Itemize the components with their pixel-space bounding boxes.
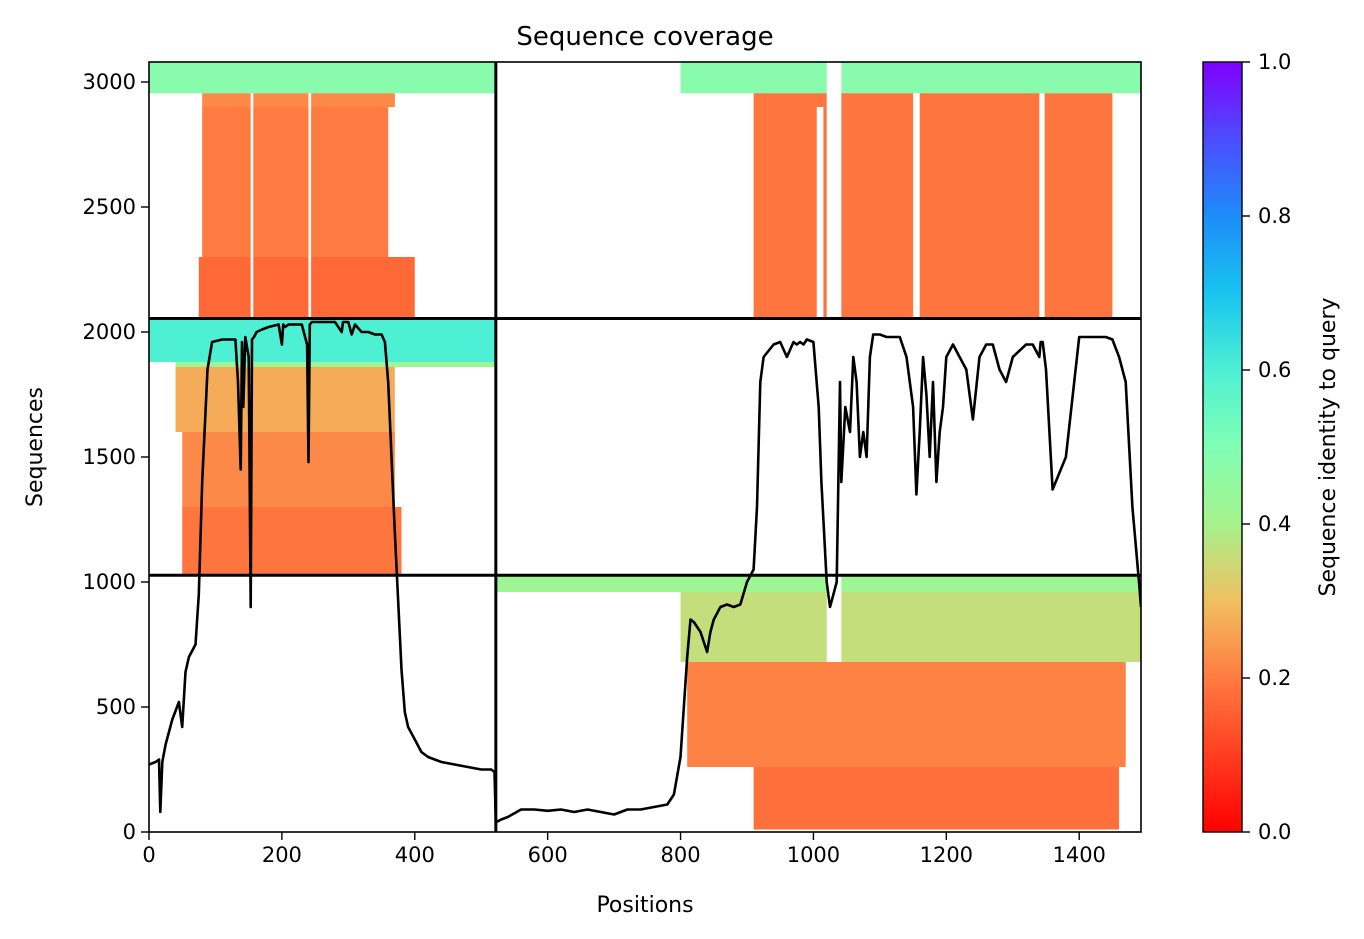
heatmap-block-1 — [680, 62, 1141, 319]
x-tick-label-7: 1400 — [1052, 843, 1105, 867]
heatmap-band-0-1 — [202, 93, 395, 107]
colorbar-ticks: 0.0 0.2 0.4 0.6 0.8 1.0 — [1242, 50, 1291, 844]
colorbar: 0.0 0.2 0.4 0.6 0.8 1.0 Sequence identity to … — [1202, 50, 1341, 844]
heatmap-band-2-1 — [175, 362, 496, 367]
y-tick-label-1: 500 — [96, 695, 136, 719]
heatmap-block-2 — [149, 318, 496, 576]
heatmap-band-3-0 — [494, 575, 1141, 592]
heatmap-band-1-1 — [753, 93, 1113, 319]
heatmap-band-2-3 — [182, 432, 395, 507]
chart-title: Sequence coverage — [516, 22, 773, 52]
plot-frame — [148, 61, 1142, 833]
heatmap-band-3-1 — [680, 592, 1141, 662]
coverage-gap-3 — [1039, 93, 1045, 319]
heatmap-band-3-2 — [687, 662, 1126, 767]
heatmap-band-2-4 — [182, 507, 402, 576]
chain-boundaries — [149, 62, 1141, 832]
plot-area — [149, 62, 1141, 832]
colorbar-tick-label-1: 0.2 — [1258, 666, 1291, 690]
heatmap-band-0-2 — [202, 107, 389, 257]
heatmap-band-3-3 — [753, 767, 1120, 830]
colorbar-tick-label-4: 0.8 — [1258, 204, 1291, 228]
y-tick-label-0: 0 — [123, 820, 136, 844]
heatmap-band-2-2 — [175, 367, 395, 432]
heatmap-band-0-3 — [198, 257, 415, 319]
x-tick-label-2: 400 — [395, 843, 435, 867]
x-tick-label-4: 800 — [661, 843, 701, 867]
heatmap-band-0-0 — [149, 62, 496, 94]
colorbar-tick-label-0: 0.0 — [1258, 820, 1291, 844]
coverage-line — [149, 320, 1141, 824]
x-axis: 0 200 400 600 800 1000 1200 1400 — [142, 832, 1106, 867]
y-tick-label-6: 3000 — [83, 70, 136, 94]
heatmap-block-3 — [494, 575, 1141, 830]
y-tick-label-4: 2000 — [83, 320, 136, 344]
x-tick-label-1: 200 — [262, 843, 302, 867]
y-tick-label-2: 1000 — [83, 570, 136, 594]
colorbar-tick-label-2: 0.4 — [1258, 512, 1291, 536]
colorbar-gradient — [1202, 61, 1243, 833]
coverage-gap-1 — [816, 107, 824, 319]
x-tick-label-6: 1200 — [920, 843, 973, 867]
heatmap-block-0 — [149, 62, 496, 319]
heatmap-band-2-0 — [149, 318, 496, 362]
colorbar-tick-label-5: 1.0 — [1258, 50, 1291, 74]
coverage-gap-0 — [826, 62, 842, 662]
colorbar-tick-label-3: 0.6 — [1258, 358, 1291, 382]
y-tick-label-5: 2500 — [83, 195, 136, 219]
x-axis-title: Positions — [596, 893, 693, 918]
x-tick-label-0: 0 — [142, 843, 155, 867]
heatmap-band-1-0 — [680, 62, 1141, 94]
y-tick-label-3: 1500 — [83, 445, 136, 469]
coverage-gap-5 — [308, 93, 312, 319]
y-axis-title: Sequences — [23, 387, 48, 507]
colorbar-label: Sequence identity to query — [1316, 297, 1341, 596]
x-tick-label-5: 1000 — [787, 843, 840, 867]
coverage-heatmap — [149, 62, 1141, 830]
y-axis: 0 500 1000 1500 2000 2500 3000 — [83, 70, 149, 844]
x-tick-label-3: 600 — [528, 843, 568, 867]
coverage-gap-4 — [250, 93, 254, 319]
coverage-gap-2 — [913, 93, 920, 319]
